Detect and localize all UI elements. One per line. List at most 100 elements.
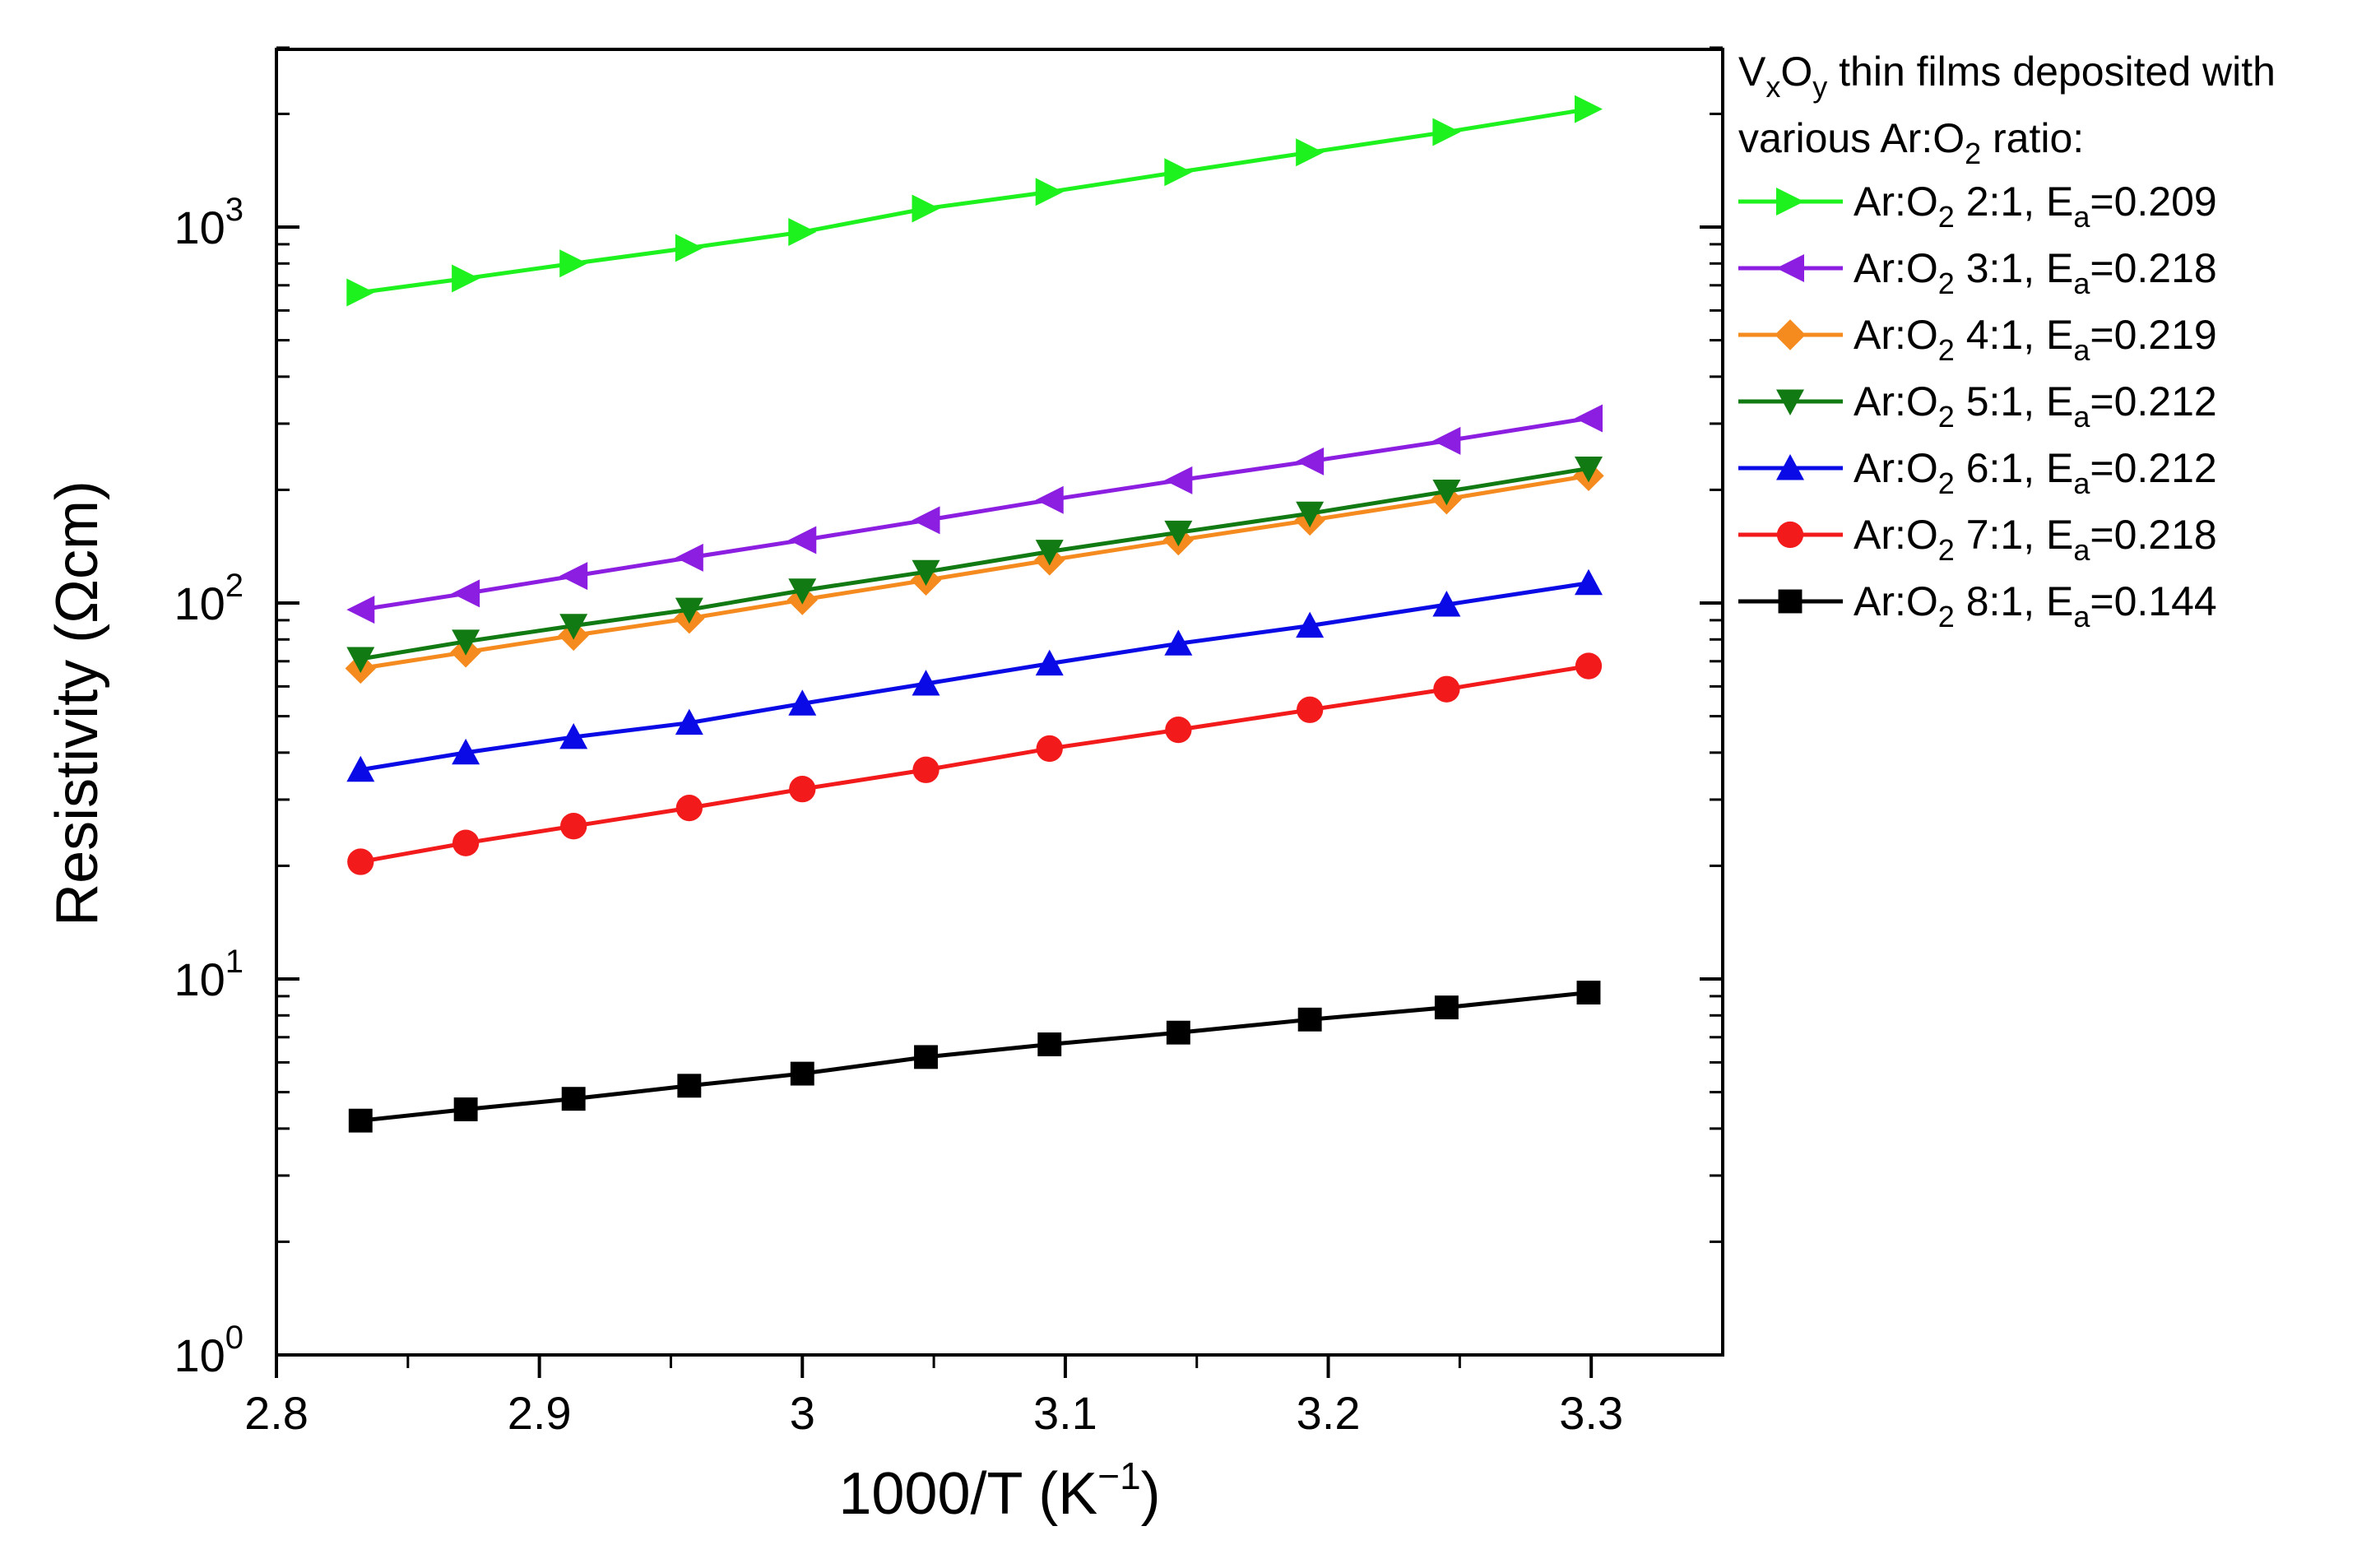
series-3-1 <box>346 404 1603 624</box>
data-point <box>1166 1020 1190 1045</box>
axis-major-ticks <box>275 225 1723 1378</box>
y-tick-label: 102 <box>174 568 244 629</box>
data-point <box>677 1074 702 1098</box>
data-point <box>1164 629 1193 656</box>
data-point <box>790 1061 814 1086</box>
legend-label: Ar:O2 4:1, Ea=0.219 <box>1854 312 2217 367</box>
y-tick-labels: 100 101 102 103 <box>174 192 244 1381</box>
data-point <box>1296 447 1325 476</box>
series-8-1 <box>348 981 1601 1133</box>
data-point <box>1037 1032 1062 1056</box>
data-point <box>1574 568 1603 596</box>
data-point <box>1432 426 1461 455</box>
data-point <box>912 756 940 783</box>
data-point <box>561 1087 586 1111</box>
legend-title-line-1: VxOy thin films deposited with <box>1738 49 2276 104</box>
data-point <box>1035 540 1064 566</box>
data-point <box>346 278 375 307</box>
data-point <box>452 829 480 856</box>
data-point <box>1164 158 1193 187</box>
data-point <box>1296 611 1325 638</box>
data-point <box>675 234 703 262</box>
legend-entry-8-1: Ar:O2 8:1, Ea=0.144 <box>1738 578 2217 633</box>
x-tick-label: 3.2 <box>1297 1387 1361 1439</box>
series-line <box>360 664 1589 864</box>
data-point <box>559 722 588 749</box>
legend-label: Ar:O2 7:1, Ea=0.218 <box>1854 512 2217 567</box>
legend-entry-4-1: Ar:O2 4:1, Ea=0.219 <box>1738 312 2217 367</box>
y-axis-title: Resistivity (Ωcm) <box>44 480 110 926</box>
legend-entry-5-1: Ar:O2 5:1, Ea=0.212 <box>1738 378 2217 434</box>
legend-label: Ar:O2 5:1, Ea=0.212 <box>1854 378 2217 434</box>
data-point <box>912 559 940 587</box>
series-7-1 <box>347 652 1603 875</box>
data-point <box>1432 118 1461 146</box>
data-point <box>1432 590 1461 617</box>
data-point <box>1574 456 1603 483</box>
data-point <box>912 506 940 535</box>
series-line <box>360 473 1589 670</box>
legend-title-line-2: various Ar:O2 ratio: <box>1738 115 2084 170</box>
data-point <box>559 614 588 640</box>
data-point <box>1297 696 1324 723</box>
legend-label: Ar:O2 8:1, Ea=0.144 <box>1854 578 2217 633</box>
legend-marker <box>1778 589 1803 614</box>
data-point <box>452 579 480 608</box>
data-point <box>1035 178 1064 206</box>
data-point <box>1576 981 1601 1004</box>
x-tick-labels: 2.8 2.9 3 3.1 3.2 3.3 <box>244 1387 1623 1439</box>
series-6-1 <box>346 568 1603 782</box>
data-point <box>346 596 375 624</box>
data-point <box>1432 479 1461 506</box>
data-point <box>788 526 817 554</box>
data-point <box>559 249 588 278</box>
x-tick-label: 2.9 <box>508 1387 572 1439</box>
legend-entry-3-1: Ar:O2 3:1, Ea=0.218 <box>1738 245 2217 300</box>
legend-entry-2-1: Ar:O2 2:1, Ea=0.209 <box>1738 179 2217 234</box>
x-tick-label: 3.3 <box>1559 1387 1623 1439</box>
data-point <box>912 670 940 696</box>
data-point <box>675 708 703 735</box>
data-point <box>1164 520 1193 547</box>
legend-label: Ar:O2 6:1, Ea=0.212 <box>1854 445 2217 500</box>
data-point <box>912 194 940 223</box>
legend-marker <box>1775 319 1806 350</box>
legend-entries: Ar:O2 2:1, Ea=0.209 Ar:O2 3:1, Ea=0.218 Ar… <box>1738 179 2217 633</box>
data-point <box>559 562 588 591</box>
x-tick-label: 3.1 <box>1033 1387 1097 1439</box>
data-point <box>452 264 480 293</box>
y-tick-label: 100 <box>174 1320 244 1381</box>
legend-marker <box>1776 188 1804 216</box>
data-point <box>675 543 703 572</box>
data-point <box>1035 649 1064 676</box>
data-point <box>1296 138 1325 167</box>
data-point <box>346 647 375 673</box>
data-point <box>789 775 816 803</box>
y-tick-label: 103 <box>174 192 244 253</box>
legend-entry-6-1: Ar:O2 6:1, Ea=0.212 <box>1738 445 2217 500</box>
data-point <box>453 1097 478 1121</box>
data-point <box>1297 1007 1322 1032</box>
y-minor-ticks <box>276 46 1723 1243</box>
x-tick-label: 2.8 <box>244 1387 309 1439</box>
series-line <box>360 107 1589 295</box>
data-point <box>452 629 480 656</box>
series-4-1 <box>345 460 1604 684</box>
x-tick-label: 3 <box>790 1387 815 1439</box>
data-point <box>346 755 375 782</box>
data-point <box>560 813 587 840</box>
data-point <box>914 1045 938 1069</box>
data-point <box>1434 995 1459 1020</box>
series-line <box>360 466 1589 661</box>
data-point <box>1164 466 1193 494</box>
series-line <box>360 415 1589 612</box>
legend-label: Ar:O2 2:1, Ea=0.209 <box>1854 179 2217 234</box>
series-line <box>360 581 1589 772</box>
data-point <box>452 738 480 765</box>
data-point <box>788 578 817 605</box>
data-point <box>1574 404 1603 433</box>
legend: VxOy thin films deposited with various A… <box>1738 49 2276 633</box>
legend-label: Ar:O2 3:1, Ea=0.218 <box>1854 245 2217 300</box>
data-point <box>1296 501 1325 528</box>
data-point <box>1036 735 1063 763</box>
